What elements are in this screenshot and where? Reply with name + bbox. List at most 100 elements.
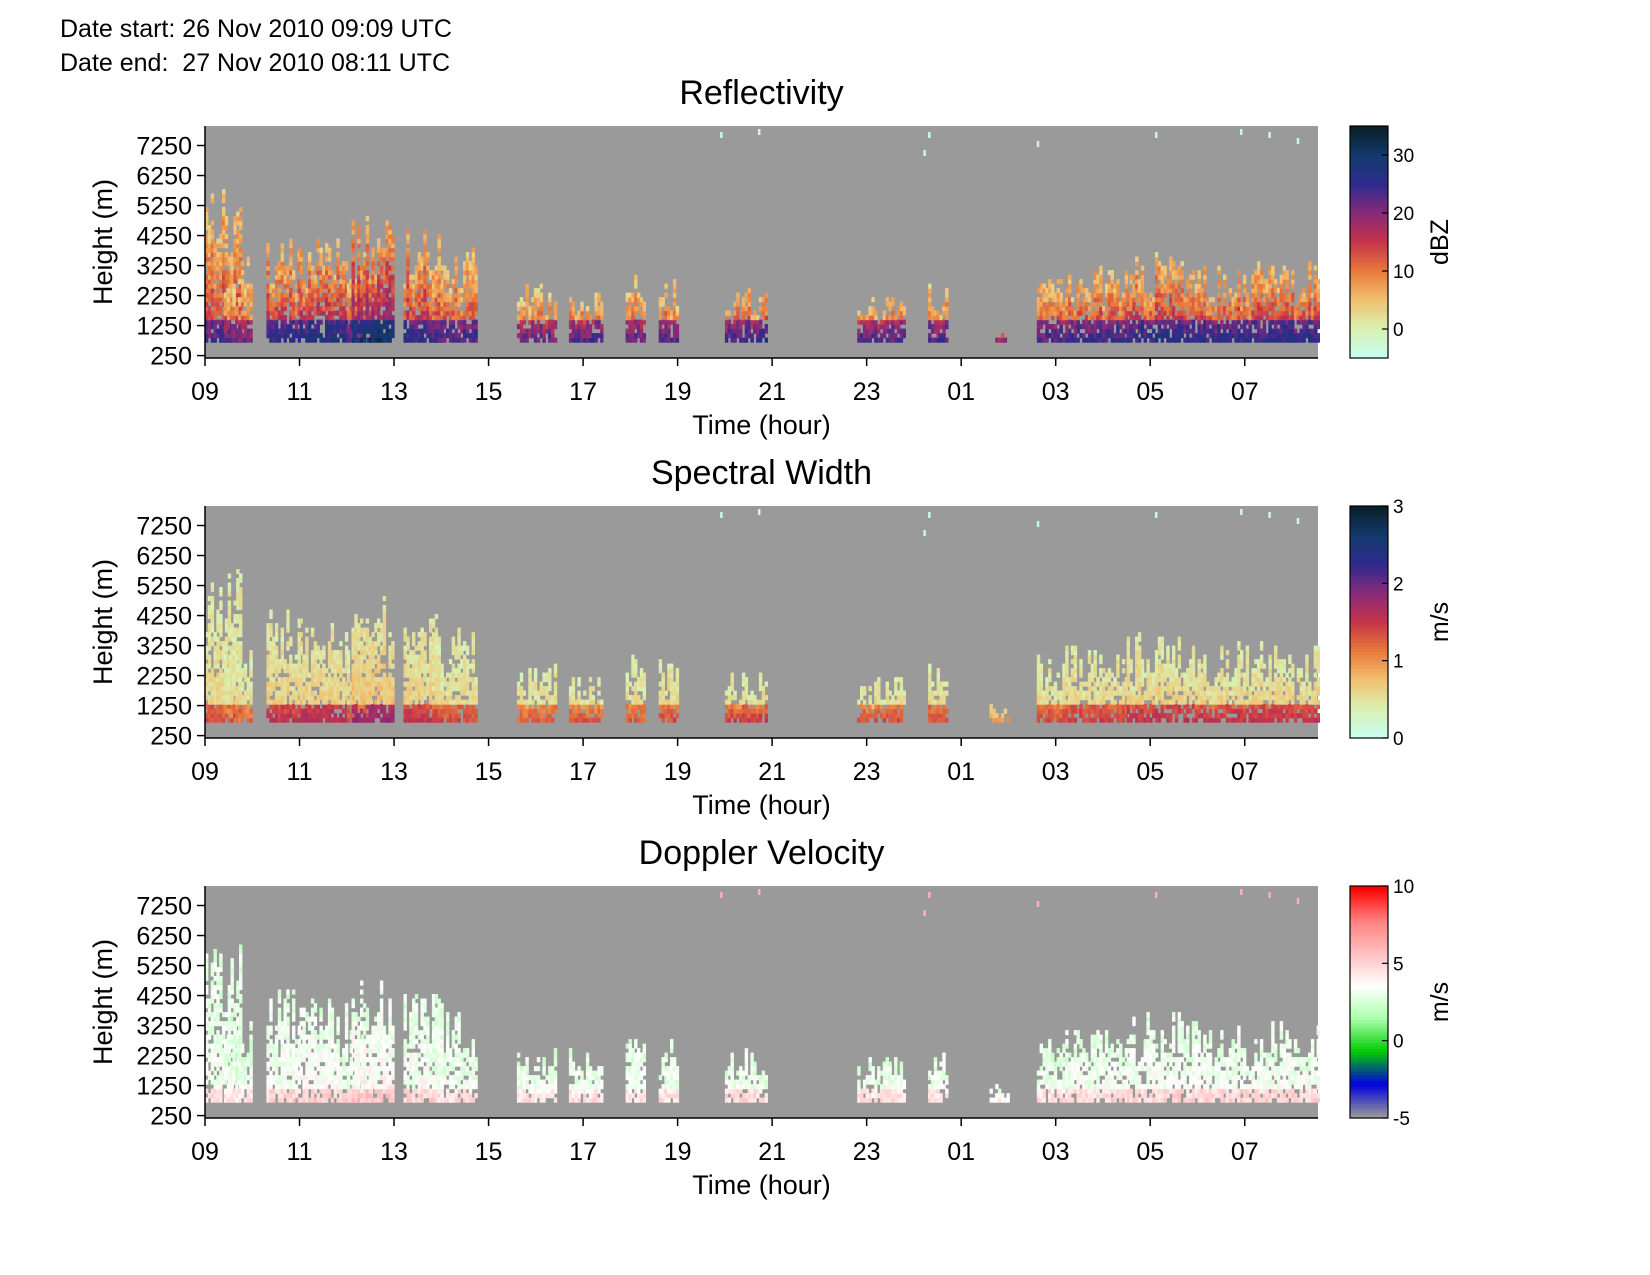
heat-cell	[280, 306, 284, 312]
heat-cell	[451, 279, 456, 285]
colorbar-segment	[1350, 256, 1388, 260]
heat-cell	[1271, 270, 1275, 276]
heat-cell	[349, 288, 353, 294]
heat-cell	[342, 288, 346, 294]
heat-cell	[454, 686, 458, 692]
heat-cell	[216, 333, 220, 339]
heat-cell	[1262, 306, 1267, 312]
heat-cell	[207, 283, 212, 289]
heat-cell	[226, 677, 231, 683]
heat-cell	[454, 337, 458, 343]
heat-cell	[355, 337, 359, 343]
heat-cell	[283, 686, 287, 692]
heat-cell	[1237, 283, 1241, 289]
heat-cell	[371, 708, 375, 714]
heat-cell	[519, 319, 524, 325]
heat-cell	[207, 717, 212, 723]
heat-cell	[1217, 292, 1221, 298]
heat-cell	[1146, 315, 1150, 321]
heat-cell	[342, 315, 346, 321]
heat-cell	[365, 650, 370, 656]
heat-cell	[362, 690, 367, 696]
heat-cell	[391, 641, 395, 647]
heat-cell	[533, 337, 538, 343]
heat-cell	[1132, 315, 1136, 321]
heat-cell	[310, 695, 315, 701]
heat-cell	[292, 328, 296, 334]
heat-cell	[226, 297, 231, 303]
heat-cell	[1099, 301, 1103, 307]
heat-cell	[1305, 324, 1309, 330]
heat-cell	[1152, 301, 1156, 307]
heat-cell	[385, 699, 389, 705]
heat-cell	[412, 672, 416, 678]
heat-cell	[283, 328, 287, 334]
heat-cell	[1242, 328, 1247, 334]
heat-cell	[339, 324, 343, 330]
heat-cell	[310, 659, 315, 665]
heat-cell	[1068, 279, 1072, 285]
heat-cell	[336, 324, 340, 330]
heat-cell	[230, 315, 234, 321]
heat-cell	[1045, 324, 1049, 330]
heat-cell	[232, 337, 236, 343]
heat-cell	[525, 292, 529, 298]
heat-cell	[336, 690, 340, 696]
heat-cell	[310, 654, 315, 660]
heat-cell	[1180, 274, 1184, 280]
heat-cell	[235, 699, 239, 705]
heat-cell	[443, 333, 447, 339]
heat-cell	[230, 297, 234, 303]
heat-cell	[308, 315, 312, 321]
heat-cell	[1186, 315, 1190, 321]
heat-cell	[305, 650, 309, 656]
heat-cell	[1107, 288, 1112, 294]
heat-cell	[351, 641, 355, 647]
heat-cell	[222, 211, 226, 217]
heat-cell	[213, 274, 217, 280]
heat-cell	[236, 261, 240, 267]
heat-cell	[1316, 292, 1320, 298]
heat-cell	[319, 252, 323, 258]
heat-cell	[379, 708, 384, 714]
heat-cell	[382, 645, 387, 651]
heat-cell	[628, 301, 632, 307]
heat-cell	[382, 717, 387, 723]
heat-cell	[443, 708, 447, 714]
heat-cell	[448, 690, 453, 696]
heat-cell	[414, 717, 419, 723]
heat-cell	[327, 650, 332, 656]
heat-cell	[207, 243, 212, 249]
heat-cell	[327, 686, 332, 692]
heat-cell	[1135, 310, 1139, 316]
heat-cell	[222, 650, 226, 656]
heat-cell	[246, 681, 250, 687]
heat-cell	[1140, 283, 1145, 289]
heat-cell	[385, 306, 389, 312]
heat-cell	[327, 713, 332, 719]
heat-cell	[327, 297, 332, 303]
heat-cell	[417, 681, 422, 687]
heat-cell	[377, 686, 381, 692]
heat-cell	[446, 672, 450, 678]
heat-cell	[325, 695, 329, 701]
heat-cell	[733, 310, 737, 316]
heat-cell	[902, 328, 906, 334]
heat-cell	[365, 229, 370, 235]
heat-cell	[223, 306, 228, 312]
heat-cell	[292, 337, 296, 343]
heat-cell	[238, 717, 242, 723]
heat-cell	[437, 288, 441, 294]
heat-cell	[730, 324, 734, 330]
heat-cell	[406, 641, 410, 647]
heat-cell	[216, 704, 220, 710]
heat-cell	[1160, 315, 1164, 321]
heat-cell	[463, 315, 467, 321]
heat-cell	[365, 686, 370, 692]
heat-cell	[1251, 288, 1255, 294]
heat-cell	[239, 207, 243, 213]
heat-cell	[205, 632, 209, 638]
heat-cell	[316, 297, 320, 303]
heat-cell	[299, 632, 303, 638]
heat-cell	[1065, 310, 1069, 316]
